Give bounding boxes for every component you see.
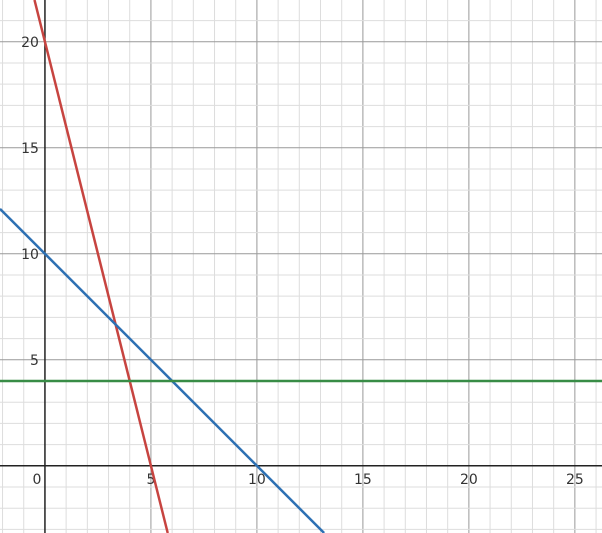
x-tick-label: 25 (566, 472, 584, 488)
x-tick-label: 0 (32, 472, 41, 488)
y-tick-label: 15 (21, 141, 39, 157)
y-tick-label: 20 (21, 35, 39, 51)
x-tick-label: 15 (354, 472, 372, 488)
y-tick-label: 10 (21, 247, 39, 263)
series-line-1 (0, 207, 325, 533)
x-tick-label: 5 (146, 472, 155, 488)
x-tick-label: 10 (248, 472, 266, 488)
series-line-0 (33, 0, 169, 533)
x-tick-label: 20 (460, 472, 478, 488)
y-tick-label: 5 (30, 353, 39, 369)
